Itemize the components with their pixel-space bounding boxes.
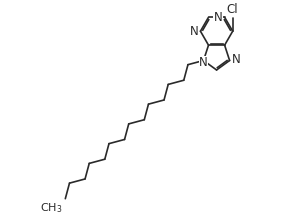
Text: N: N <box>190 25 198 38</box>
Text: N: N <box>232 53 240 66</box>
Text: Cl: Cl <box>227 3 238 16</box>
Text: CH$_3$: CH$_3$ <box>40 202 62 215</box>
Text: N: N <box>199 56 208 69</box>
Text: N: N <box>214 11 223 24</box>
